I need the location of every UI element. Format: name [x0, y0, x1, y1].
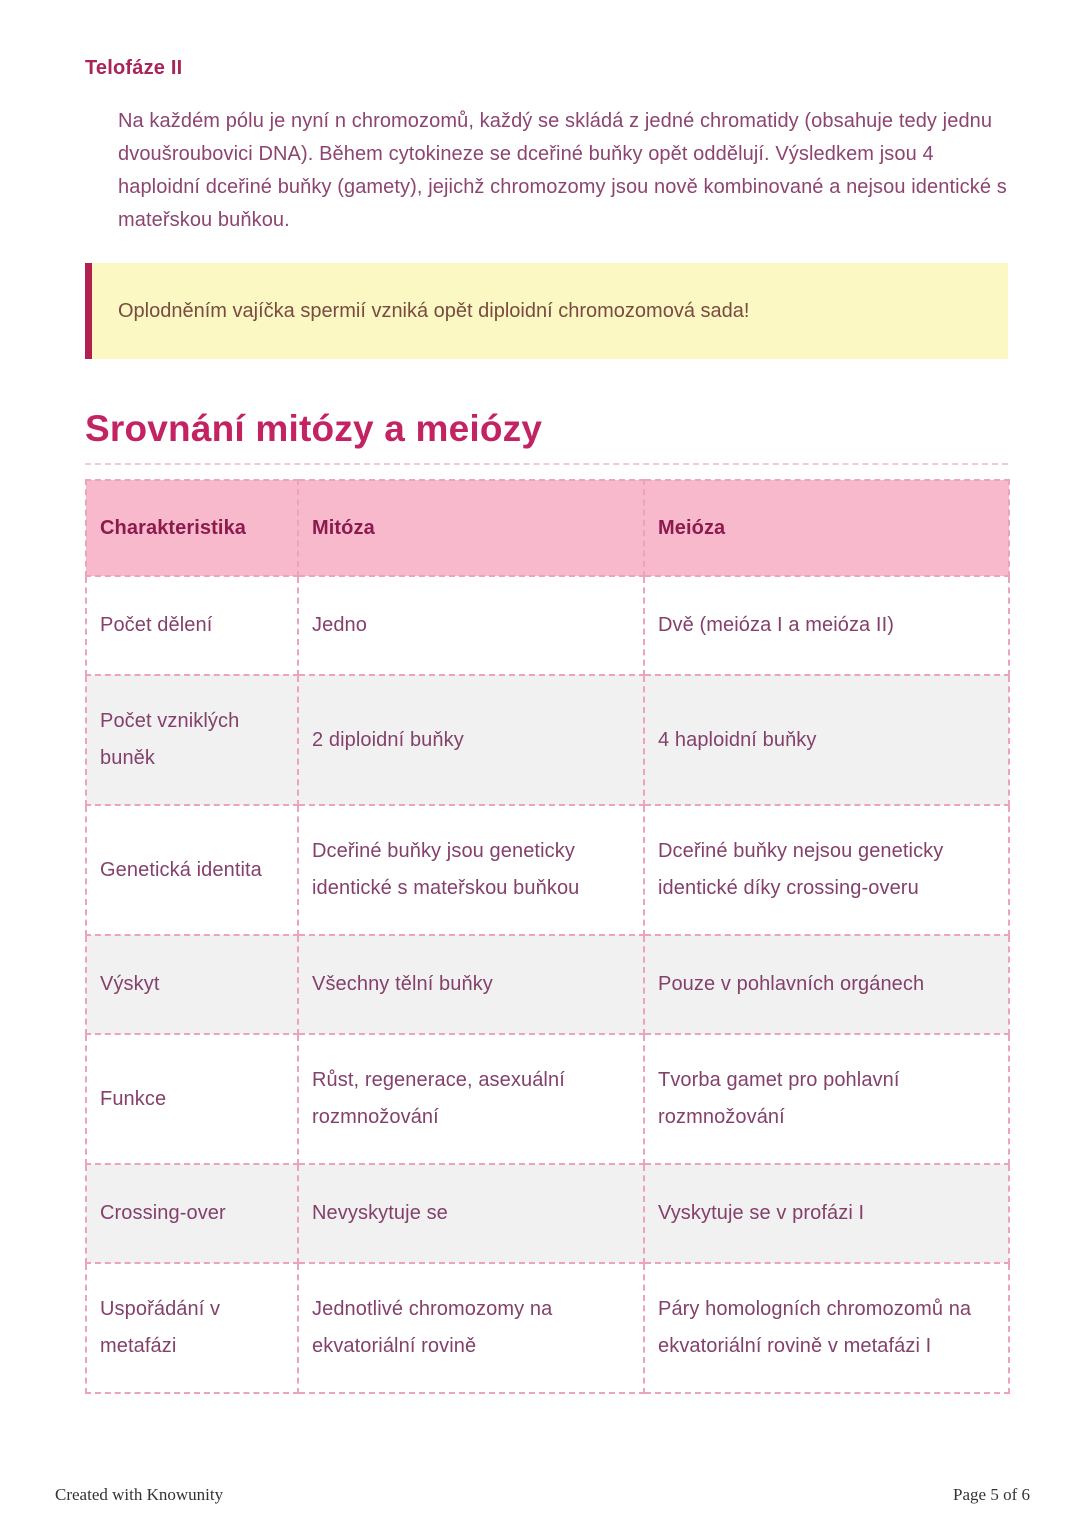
table-cell: Nevyskytuje se: [297, 1163, 645, 1264]
page-title-wrap: Srovnání mitózy a meiózy: [85, 408, 1008, 465]
table-row: Genetická identita Dceřiné buňky jsou gen…: [85, 804, 1010, 936]
table-cell: Dvě (meióza I a meióza II): [643, 575, 1010, 676]
table-row: Počet vzniklých buněk 2 diploidní buňky 4 …: [85, 674, 1010, 806]
table-cell: Dceřiné buňky nejsou geneticky identické…: [643, 804, 1010, 936]
table-cell: Vyskytuje se v profázi I: [643, 1163, 1010, 1264]
table-cell: 2 diploidní buňky: [297, 674, 645, 806]
table-header-cell: Mitóza: [297, 479, 645, 577]
table-cell: Jedno: [297, 575, 645, 676]
footer-page-number: Page 5 of 6: [953, 1485, 1030, 1504]
page-footer: Created with Knowunity Page 5 of 6: [0, 1485, 1080, 1505]
table-cell: Počet dělení: [85, 575, 299, 676]
table-cell: Jednotlivé chromozomy na ekvatoriální ro…: [297, 1262, 645, 1394]
table-cell: Pouze v pohlavních orgánech: [643, 934, 1010, 1035]
table-cell: Tvorba gamet pro pohlavní rozmnožování: [643, 1033, 1010, 1165]
table-row: Výskyt Všechny tělní buňky Pouze v pohlavn…: [85, 934, 1010, 1035]
table-row: Uspořádání v metafázi Jednotlivé chromozo…: [85, 1262, 1010, 1394]
comparison-table-body: Počet dělení Jedno Dvě (meióza I a meióza …: [85, 575, 1010, 1394]
table-cell: Genetická identita: [85, 804, 299, 936]
table-cell: Počet vzniklých buněk: [85, 674, 299, 806]
table-header-cell: Charakteristika: [85, 479, 299, 577]
highlight-callout: Oplodněním vajíčka spermií vzniká opět d…: [85, 263, 1008, 359]
section-heading-telofaze-ii: Telofáze II: [85, 57, 183, 79]
footer-branding: Created with Knowunity: [55, 1485, 224, 1504]
table-cell: Páry homologních chromozomů na ekvatoriá…: [643, 1262, 1010, 1394]
table-header-row: Charakteristika Mitóza Meióza: [85, 479, 1010, 577]
table-cell: Crossing-over: [85, 1163, 299, 1264]
table-row: Počet dělení Jedno Dvě (meióza I a meióza …: [85, 575, 1010, 676]
page-title: Srovnání mitózy a meiózy: [85, 408, 543, 449]
page-content: Telofáze II Na každém pólu je nyní n chr…: [85, 57, 1010, 1394]
table-cell: Uspořádání v metafázi: [85, 1262, 299, 1394]
table-header-cell: Meióza: [643, 479, 1010, 577]
table-cell: Funkce: [85, 1033, 299, 1165]
table-row: Funkce Růst, regenerace, asexuální rozmno…: [85, 1033, 1010, 1165]
section-paragraph: Na každém pólu je nyní n chromozomů, kaž…: [118, 110, 1007, 231]
table-cell: Růst, regenerace, asexuální rozmnožování: [297, 1033, 645, 1165]
table-row: Crossing-over Nevyskytuje se Vyskytuje se …: [85, 1163, 1010, 1264]
callout-text: Oplodněním vajíčka spermií vzniká opět d…: [118, 300, 750, 322]
table-cell: Výskyt: [85, 934, 299, 1035]
table-cell: Dceřiné buňky jsou geneticky identické s…: [297, 804, 645, 936]
comparison-table: Charakteristika Mitóza Meióza Počet dělení…: [85, 479, 1010, 1394]
table-cell: Všechny tělní buňky: [297, 934, 645, 1035]
table-cell: 4 haploidní buňky: [643, 674, 1010, 806]
